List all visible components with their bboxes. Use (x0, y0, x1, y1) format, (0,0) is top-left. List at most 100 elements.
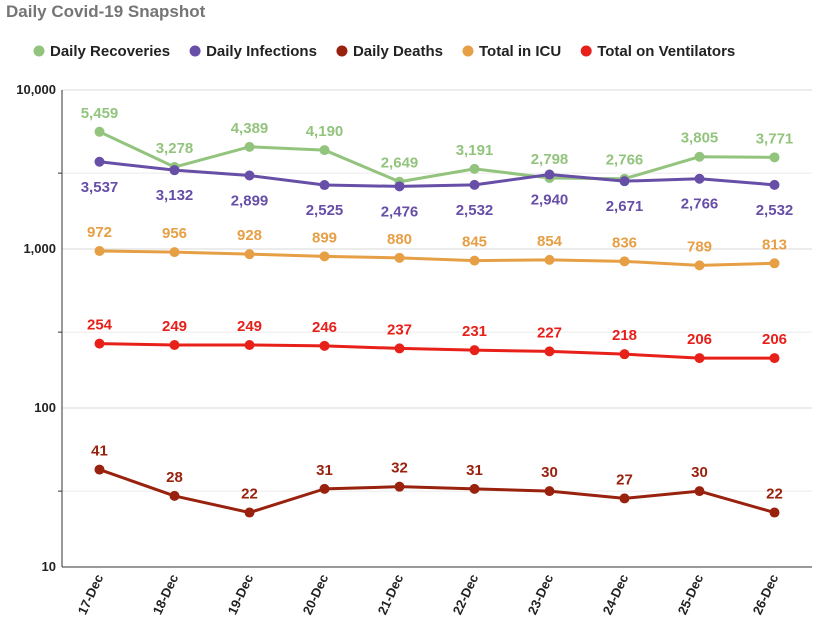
data-label: 2,649 (381, 155, 419, 172)
data-label: 2,798 (531, 151, 569, 168)
data-point (319, 251, 330, 262)
y-tick-label: 10,000 (16, 82, 56, 97)
data-label: 956 (162, 225, 187, 242)
data-point (619, 256, 630, 267)
data-label: 227 (537, 324, 562, 341)
data-point (169, 490, 180, 501)
series-line (99, 468, 775, 515)
data-label: 3,278 (156, 140, 194, 157)
data-label: 3,191 (456, 142, 494, 159)
x-tick-label: 22-Dec (450, 572, 482, 617)
data-label: 22 (241, 486, 258, 503)
data-point (394, 481, 405, 492)
legend-marker (462, 45, 474, 57)
data-label: 836 (612, 234, 637, 251)
data-point (769, 152, 780, 163)
data-point (469, 255, 480, 266)
series-layer (94, 126, 780, 518)
data-point (769, 507, 780, 518)
legend-label: Total on Ventilators (597, 43, 735, 60)
legend-label: Daily Deaths (353, 43, 443, 60)
data-point (469, 345, 480, 356)
legend-marker (336, 45, 348, 57)
data-label: 246 (312, 319, 337, 336)
data-label: 928 (237, 227, 262, 244)
data-point (619, 176, 630, 187)
x-tick-label: 20-Dec (300, 572, 332, 617)
gridlines (62, 89, 812, 568)
data-labels: 5,459 3,278 4,389 4,190 2,649 3,191 2,798 2,766… (81, 105, 794, 503)
data-point (244, 340, 255, 351)
legend-label: Daily Infections (206, 43, 317, 60)
data-label: 880 (387, 231, 412, 248)
data-label: 237 (387, 321, 412, 338)
data-point (244, 170, 255, 181)
data-label: 231 (462, 323, 487, 340)
data-point (169, 247, 180, 258)
data-label: 249 (162, 318, 187, 335)
data-point (319, 340, 330, 351)
data-point (469, 483, 480, 494)
data-label: 2,476 (381, 203, 419, 220)
data-point (769, 179, 780, 190)
data-label: 2,532 (456, 202, 494, 219)
data-label: 3,771 (756, 130, 794, 147)
data-label: 206 (762, 331, 787, 348)
x-tick-label: 21-Dec (375, 572, 407, 617)
y-tick-label: 1,000 (23, 241, 56, 256)
series-line (99, 249, 775, 267)
data-point (544, 486, 555, 497)
data-label: 30 (691, 464, 708, 481)
data-point (769, 258, 780, 269)
data-label: 4,190 (306, 123, 344, 140)
data-label: 32 (391, 460, 408, 477)
data-label: 899 (312, 229, 337, 246)
x-tick-label: 17-Dec (75, 572, 107, 617)
data-label: 2,532 (756, 202, 794, 219)
data-label: 31 (466, 462, 483, 479)
data-point (94, 338, 105, 349)
x-tick-label: 23-Dec (525, 572, 557, 617)
data-label: 2,899 (231, 193, 269, 210)
data-label: 3,132 (156, 187, 194, 204)
legend-marker (33, 45, 45, 57)
data-point (394, 181, 405, 192)
series-line (99, 160, 775, 188)
data-label: 206 (687, 331, 712, 348)
data-label: 27 (616, 471, 633, 488)
data-label: 5,459 (81, 105, 119, 122)
data-point (694, 173, 705, 184)
data-point (694, 260, 705, 271)
data-point (94, 464, 105, 475)
data-label: 2,671 (606, 198, 644, 215)
x-tick-label: 19-Dec (225, 572, 257, 617)
data-label: 2,766 (681, 196, 719, 213)
data-label: 845 (462, 234, 487, 251)
x-tick-label: 25-Dec (675, 572, 707, 617)
data-label: 31 (316, 462, 333, 479)
data-label: 972 (87, 224, 112, 241)
data-point (94, 126, 105, 137)
data-point (169, 340, 180, 351)
legend-marker (189, 45, 201, 57)
data-point (394, 252, 405, 263)
data-point (544, 254, 555, 265)
data-point (394, 343, 405, 354)
data-point (94, 245, 105, 256)
data-label: 30 (541, 464, 558, 481)
x-tick-label: 26-Dec (750, 572, 782, 617)
data-point (619, 493, 630, 504)
data-label: 3,805 (681, 130, 719, 147)
data-point (619, 349, 630, 360)
data-point (319, 180, 330, 191)
data-label: 28 (166, 469, 183, 486)
data-label: 2,525 (306, 202, 344, 219)
data-point (769, 353, 780, 364)
data-label: 4,389 (231, 120, 269, 137)
y-tick-label: 10 (42, 559, 56, 574)
chart-title: Daily Covid-19 Snapshot (6, 2, 206, 21)
data-point (694, 151, 705, 162)
data-label: 789 (687, 238, 712, 255)
legend-marker (580, 45, 592, 57)
x-tick-label: 18-Dec (150, 572, 182, 617)
